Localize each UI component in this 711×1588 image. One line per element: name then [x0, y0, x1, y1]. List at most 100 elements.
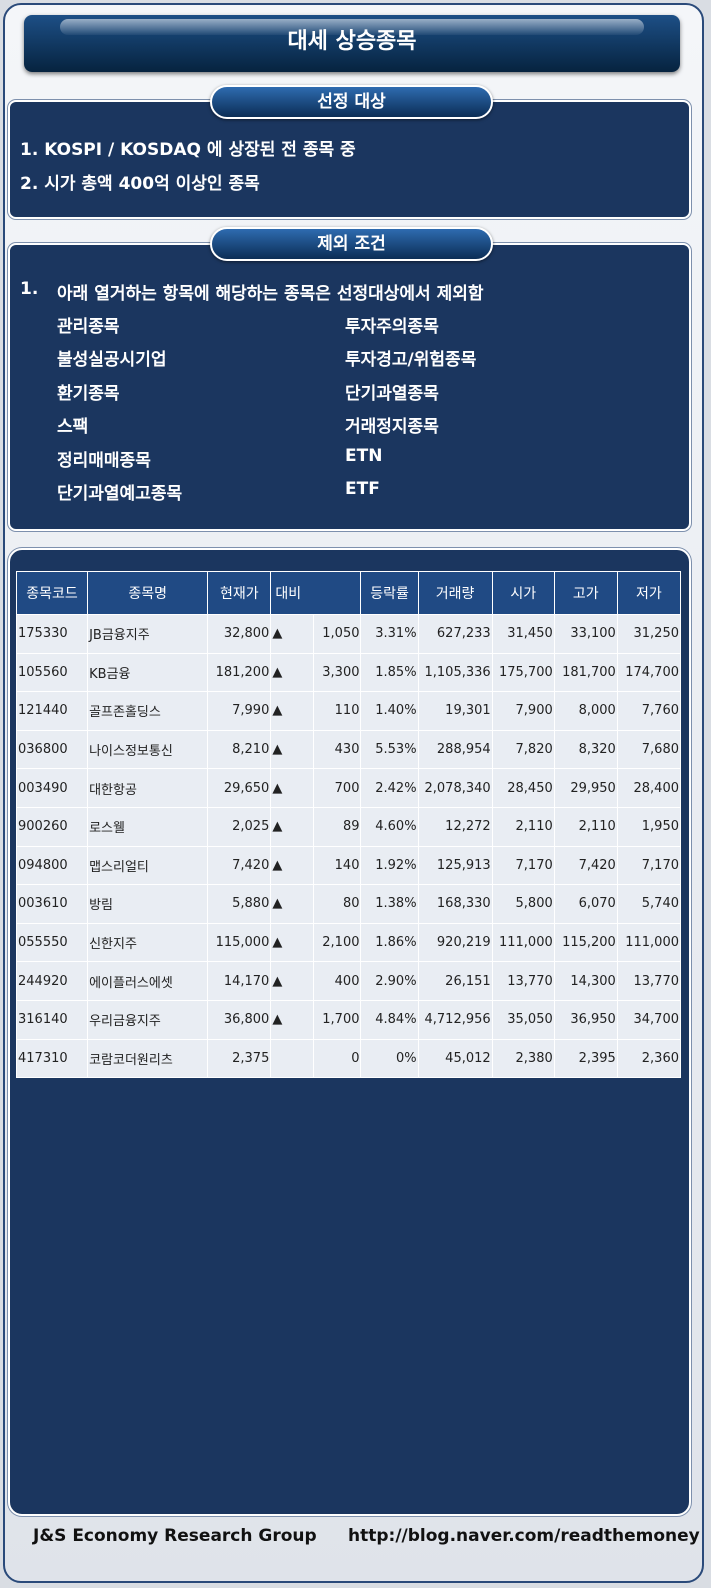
header-cell: 종목명 — [87, 571, 209, 615]
table-cell: 111,000 — [491, 922, 555, 963]
table-cell: 1,050 — [313, 614, 362, 654]
table-cell: 4,712,956 — [417, 999, 493, 1040]
table-cell: 7,680 — [616, 729, 682, 770]
table-cell: 우리금융지주 — [87, 999, 209, 1040]
selection-panel — [8, 100, 691, 219]
exclusion-item: 거래정지종목 — [345, 417, 439, 438]
table-cell: 36,950 — [553, 999, 618, 1040]
table-cell: ▲ — [270, 999, 315, 1040]
table-cell: 코람코더원리츠 — [87, 1038, 209, 1079]
exclusion-panel — [8, 243, 691, 531]
table-cell: 신한지주 — [87, 922, 209, 963]
table-cell — [270, 1038, 315, 1079]
exclusion-title: 제외 조건 — [210, 227, 493, 261]
table-cell: 2,110 — [553, 806, 618, 847]
table-cell: ▲ — [270, 884, 315, 924]
header-cell: 고가 — [553, 571, 618, 615]
table-cell: 2,078,340 — [417, 768, 493, 808]
table-cell: 288,954 — [417, 729, 493, 770]
table-cell: 8,000 — [553, 691, 618, 731]
exclusion-item: 투자경고/위험종목 — [345, 350, 477, 371]
table-cell: ▲ — [270, 768, 315, 808]
table-cell: 181,200 — [207, 652, 272, 693]
table-body: 175330 JB금융지주 32,800 ▲ 1,050 3.31% 627,233 31,4… — [15, 614, 682, 1079]
table-row: 094800 맵스리얼티 7,420 ▲ 140 1.92% 125,913 7,170 7,4… — [15, 845, 682, 886]
header-cell: 현재가 — [207, 571, 272, 615]
table-cell: ▲ — [270, 614, 315, 654]
table-cell: 055550 — [15, 922, 89, 963]
table-cell: 12,272 — [417, 806, 493, 847]
table-cell: 1,700 — [313, 999, 362, 1040]
table-cell: 2.42% — [360, 768, 419, 808]
table-cell: 627,233 — [417, 614, 493, 654]
table-cell: 121440 — [15, 691, 89, 731]
table-cell: ▲ — [270, 652, 315, 693]
table-cell: 125,913 — [417, 845, 493, 886]
exclusion-item: 스팩 — [57, 417, 89, 438]
table-row: 003610 방림 5,880 ▲ 80 1.38% 168,330 5,800 6,070 5,… — [15, 884, 682, 924]
table-cell: 400 — [313, 961, 362, 1001]
table-cell: 맵스리얼티 — [87, 845, 209, 886]
table-cell: 1.40% — [360, 691, 419, 731]
table-cell: 14,170 — [207, 961, 272, 1001]
exclusion-number: 1. — [20, 279, 39, 299]
header-cell: 대비 — [270, 571, 362, 615]
title: 대세 상승종목 — [287, 29, 417, 54]
table-row: 105560 KB금융 181,200 ▲ 3,300 1.85% 1,105,336 175… — [15, 652, 682, 693]
table-cell: 111,000 — [616, 922, 682, 963]
table-row: 003490 대한항공 29,650 ▲ 700 2.42% 2,078,340 28,450… — [15, 768, 682, 808]
header-cell: 종목코드 — [15, 571, 89, 615]
table-cell: 2.90% — [360, 961, 419, 1001]
exclusion-item: 단기과열예고종목 — [57, 484, 183, 504]
table-cell: 4.84% — [360, 999, 419, 1040]
table-cell: 28,400 — [616, 768, 682, 808]
table-cell: 316140 — [15, 999, 89, 1040]
table-row: 900260 로스웰 2,025 ▲ 89 4.60% 12,272 2,110 2,110 1,… — [15, 806, 682, 847]
table-cell: 33,100 — [553, 614, 618, 654]
table-cell: 31,450 — [491, 614, 555, 654]
table-cell: 140 — [313, 845, 362, 886]
table-cell: 175330 — [15, 614, 89, 654]
table-cell: 1,105,336 — [417, 652, 493, 693]
table-cell: 7,170 — [616, 845, 682, 886]
table-cell: 1,950 — [616, 806, 682, 847]
table-cell: 115,200 — [553, 922, 618, 963]
table-row: 036800 나이스정보통신 8,210 ▲ 430 5.53% 288,954 7,820 8… — [15, 729, 682, 770]
table-cell: 094800 — [15, 845, 89, 886]
table-cell: 19,301 — [417, 691, 493, 731]
exclusion-item: 정리매매종목 — [57, 450, 151, 471]
table-cell: 28,450 — [491, 768, 555, 808]
table-cell: 나이스정보통신 — [87, 729, 209, 770]
table-row: 121440 골프존홀딩스 7,990 ▲ 110 1.40% 19,301 7,900 8,0… — [15, 691, 682, 731]
exclusion-item: ETN — [345, 445, 383, 466]
table-cell: 8,320 — [553, 729, 618, 770]
title-bar: 대세 상승종목 — [24, 15, 680, 72]
table-cell: 45,012 — [417, 1038, 493, 1079]
header-cell: 거래량 — [417, 571, 493, 615]
table-cell: 168,330 — [417, 884, 493, 924]
table-cell: 181,700 — [553, 652, 618, 693]
table-cell: 003610 — [15, 884, 89, 924]
exclusion-item: ETF — [345, 479, 380, 499]
table-cell: 대한항공 — [87, 768, 209, 808]
table-cell: 골프존홀딩스 — [87, 691, 209, 731]
table-cell: 5,800 — [491, 884, 555, 924]
exclusion-item: 단기과열종목 — [345, 383, 439, 404]
table-cell: 1.38% — [360, 884, 419, 924]
table-cell: 1.92% — [360, 845, 419, 886]
table-cell: 32,800 — [207, 614, 272, 654]
exclusion-item: 불성실공시기업 — [57, 350, 167, 371]
table-cell: 29,650 — [207, 768, 272, 808]
table-cell: 7,760 — [616, 691, 682, 731]
exclusion-text: 아래 열거하는 항목에 해당하는 종목은 선정대상에서 제외함 — [57, 284, 484, 304]
table-cell: 036800 — [15, 729, 89, 770]
table-cell: 2,360 — [616, 1038, 682, 1079]
table-cell: ▲ — [270, 922, 315, 963]
table-cell: JB금융지주 — [87, 614, 209, 654]
footer-left: J&S Economy Research Group — [33, 1526, 317, 1546]
table-cell: 36,800 — [207, 999, 272, 1040]
table-cell: 14,300 — [553, 961, 618, 1001]
table-cell: ▲ — [270, 691, 315, 731]
table-row: 175330 JB금융지주 32,800 ▲ 1,050 3.31% 627,233 31,4… — [15, 614, 682, 654]
table-cell: 13,770 — [491, 961, 555, 1001]
